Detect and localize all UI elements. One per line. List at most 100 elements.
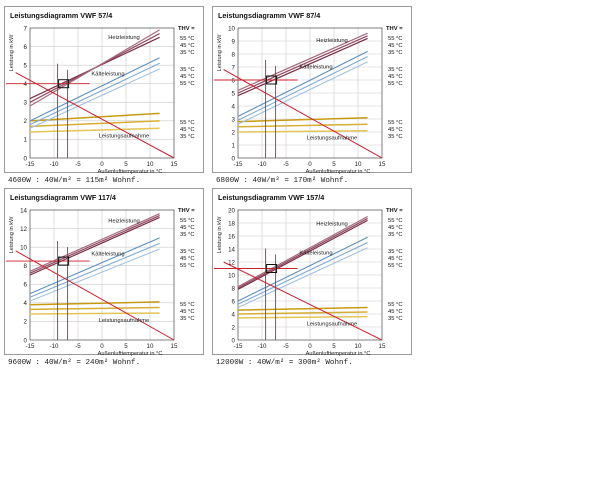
panel-caption: 6800W : 40W/m² = 170m² Wohnf.	[216, 176, 348, 185]
cooling-series-line	[237, 56, 368, 121]
y-tick-label: 2	[232, 129, 236, 136]
legend-power-item: 55 °C	[180, 120, 195, 126]
x-tick-label: -5	[75, 343, 81, 350]
x-tick-label: 0	[308, 161, 312, 168]
cooling-series-line	[29, 62, 160, 126]
power-series-line	[237, 311, 368, 315]
y-tick-label: 4	[232, 103, 236, 110]
thv-label: THV =	[178, 26, 195, 32]
demand-line	[223, 69, 383, 159]
cooling-series-line	[237, 242, 368, 305]
heating-series-line	[237, 32, 368, 91]
power-series-line	[29, 312, 160, 315]
chart-svg: Leistungsdiagramm VWF 57/4 0 1 2 3 4 5 6 7 -15 -10…	[4, 6, 204, 185]
x-tick-label: 15	[379, 161, 386, 168]
chart-panel-vwf-57: Leistungsdiagramm VWF 57/4 0 1 2 3 4 5 6 7 -15 -10…	[4, 6, 204, 186]
legend-heating-item: 35 °C	[388, 232, 403, 238]
y-tick-label: 2	[24, 319, 28, 326]
y-tick-label: 8	[232, 51, 236, 58]
legend-power-item: 55 °C	[388, 302, 403, 308]
cooling-series-line	[237, 50, 368, 117]
annotation-heizleistung: Heizleistung	[108, 35, 140, 41]
y-tick-label: 3	[232, 116, 236, 123]
x-axis-label: Außenlufttemperatur in °C	[98, 169, 163, 175]
y-tick-label: 1	[232, 142, 236, 149]
y-tick-label: 10	[228, 272, 235, 279]
legend-cooling-item: 35 °C	[180, 67, 195, 73]
y-tick-label: 4	[24, 300, 28, 307]
y-tick-label: 10	[20, 244, 27, 251]
cooling-series-line	[29, 242, 160, 298]
power-series-line	[29, 301, 160, 306]
demand-line	[15, 72, 175, 159]
panel-frame	[212, 6, 412, 173]
legend-cooling-item: 45 °C	[180, 256, 195, 262]
y-axis-label: Leistung in kW	[9, 216, 15, 253]
y-tick-label: 0	[24, 155, 28, 162]
x-tick-label: 15	[171, 343, 178, 350]
heating-series-line	[237, 35, 368, 94]
x-tick-label: -10	[50, 161, 60, 168]
legend-power-item: 35 °C	[180, 134, 195, 140]
x-tick-label: -10	[258, 343, 268, 350]
legend-cooling-item: 35 °C	[388, 67, 403, 73]
thv-label: THV =	[178, 208, 195, 214]
chart-title: Leistungsdiagramm VWF 117/4	[10, 193, 116, 202]
legend-cooling-item: 55 °C	[388, 263, 403, 269]
legend-power-item: 45 °C	[388, 309, 403, 315]
y-tick-label: 6	[232, 77, 236, 84]
heating-series-line	[237, 215, 368, 288]
y-tick-label: 5	[24, 62, 28, 69]
legend-heating-item: 45 °C	[180, 225, 195, 231]
cooling-series-line	[29, 57, 160, 122]
legend-power-item: 35 °C	[388, 134, 403, 140]
x-axis-label: Außenlufttemperatur in °C	[306, 169, 371, 175]
x-tick-label: 10	[355, 343, 362, 350]
legend-power-item: 45 °C	[180, 127, 195, 133]
annotation-heizleistung: Heizleistung	[108, 219, 140, 225]
heating-series-line	[237, 219, 368, 290]
x-tick-label: 5	[124, 161, 128, 168]
legend-cooling-item: 45 °C	[388, 74, 403, 80]
annotation-kaelteleistung: Kälteleistung	[91, 251, 124, 257]
chart-panel-vwf-87: Leistungsdiagramm VWF 87/4 0 1 2 3 4 5 6 7 8 9 10 -1…	[212, 6, 412, 186]
legend-heating-item: 35 °C	[180, 232, 195, 238]
legend-power-item: 45 °C	[180, 309, 195, 315]
x-tick-label: 5	[124, 343, 128, 350]
chart-title: Leistungsdiagramm VWF 87/4	[218, 11, 320, 20]
x-tick-label: -10	[258, 161, 268, 168]
plot-area-border	[29, 27, 175, 159]
thv-label: THV =	[386, 26, 403, 32]
legend-cooling-item: 35 °C	[388, 249, 403, 255]
power-series-line	[237, 123, 368, 128]
y-tick-label: 10	[228, 25, 235, 32]
chart-svg: Leistungsdiagramm VWF 117/4 0 2 4 6 8 10 12 14 -1…	[4, 188, 204, 367]
power-series-line	[237, 315, 368, 319]
x-tick-label: 10	[147, 343, 154, 350]
chart-panel-vwf-117: Leistungsdiagramm VWF 117/4 0 2 4 6 8 10 12 14 -1…	[4, 188, 204, 368]
annotation-leistungsaufnahme: Leistungsaufnahme	[307, 322, 358, 328]
annotation-leistungsaufnahme: Leistungsaufnahme	[99, 133, 150, 139]
y-tick-label: 9	[232, 38, 236, 45]
power-series-line	[237, 116, 368, 123]
legend-cooling-item: 55 °C	[388, 81, 403, 87]
y-tick-label: 12	[20, 226, 27, 233]
x-tick-label: -10	[50, 343, 60, 350]
power-series-line	[29, 127, 160, 133]
operating-point-box	[58, 79, 70, 89]
x-tick-label: 0	[100, 343, 104, 350]
legend-heating-item: 55 °C	[388, 36, 403, 42]
y-tick-label: 0	[232, 337, 236, 344]
y-tick-label: 4	[24, 81, 28, 88]
y-tick-label: 18	[228, 220, 235, 227]
y-tick-label: 12	[228, 259, 235, 266]
y-tick-label: 8	[232, 285, 236, 292]
legend-cooling-item: 35 °C	[180, 249, 195, 255]
heating-series-line	[29, 29, 160, 107]
x-axis-label: Außenlufttemperatur in °C	[306, 351, 371, 357]
y-tick-label: 0	[232, 155, 236, 162]
y-tick-label: 6	[24, 282, 28, 289]
y-tick-label: 0	[24, 337, 28, 344]
power-series-line	[29, 120, 160, 128]
legend-cooling-item: 55 °C	[180, 81, 195, 87]
